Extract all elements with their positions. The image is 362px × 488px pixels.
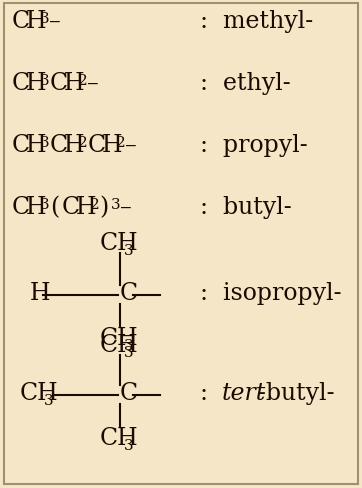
Text: 2: 2 <box>90 198 100 212</box>
Text: –: – <box>125 134 137 157</box>
Text: 3: 3 <box>124 244 134 258</box>
Text: CH: CH <box>100 333 139 356</box>
Text: :  propyl-: : propyl- <box>200 134 308 157</box>
Text: :  butyl-: : butyl- <box>200 196 292 219</box>
Text: :  methyl-: : methyl- <box>200 10 313 33</box>
Text: 3: 3 <box>124 346 134 359</box>
Text: :  ethyl-: : ethyl- <box>200 72 291 95</box>
Text: C: C <box>50 72 68 95</box>
Text: C: C <box>12 72 30 95</box>
Text: ): ) <box>99 196 108 219</box>
Text: 3: 3 <box>124 438 134 452</box>
Text: CH: CH <box>20 381 59 404</box>
Text: H: H <box>26 196 46 219</box>
Text: CH: CH <box>100 326 139 349</box>
Text: C: C <box>120 381 138 404</box>
Text: C: C <box>62 196 80 219</box>
Text: –: – <box>120 196 132 219</box>
Text: C: C <box>12 10 30 33</box>
Text: C: C <box>12 196 30 219</box>
Text: –: – <box>87 72 99 95</box>
Text: 3: 3 <box>40 198 50 212</box>
Text: –: – <box>49 10 61 33</box>
Text: 2: 2 <box>116 136 126 150</box>
Text: 2: 2 <box>78 136 88 150</box>
Text: H: H <box>102 134 122 157</box>
FancyBboxPatch shape <box>4 4 358 484</box>
Text: 3: 3 <box>40 136 50 150</box>
Text: H: H <box>64 72 84 95</box>
Text: H: H <box>26 72 46 95</box>
Text: H: H <box>76 196 97 219</box>
Text: (: ( <box>50 196 59 219</box>
Text: tert: tert <box>222 381 266 404</box>
Text: C: C <box>88 134 106 157</box>
Text: 3: 3 <box>44 393 54 407</box>
Text: C: C <box>12 134 30 157</box>
Text: 3: 3 <box>111 198 121 212</box>
Text: 2: 2 <box>78 74 88 88</box>
Text: 3: 3 <box>124 338 134 352</box>
Text: H: H <box>64 134 84 157</box>
Text: 3: 3 <box>40 74 50 88</box>
Text: C: C <box>120 282 138 305</box>
Text: CH: CH <box>100 426 139 449</box>
Text: CH: CH <box>100 231 139 254</box>
Text: H: H <box>30 282 51 305</box>
Text: C: C <box>50 134 68 157</box>
Text: :: : <box>200 381 223 404</box>
Text: H: H <box>26 10 46 33</box>
Text: 3: 3 <box>40 12 50 26</box>
Text: :  isopropyl-: : isopropyl- <box>200 282 341 305</box>
Text: H: H <box>26 134 46 157</box>
Text: -butyl-: -butyl- <box>258 381 334 404</box>
